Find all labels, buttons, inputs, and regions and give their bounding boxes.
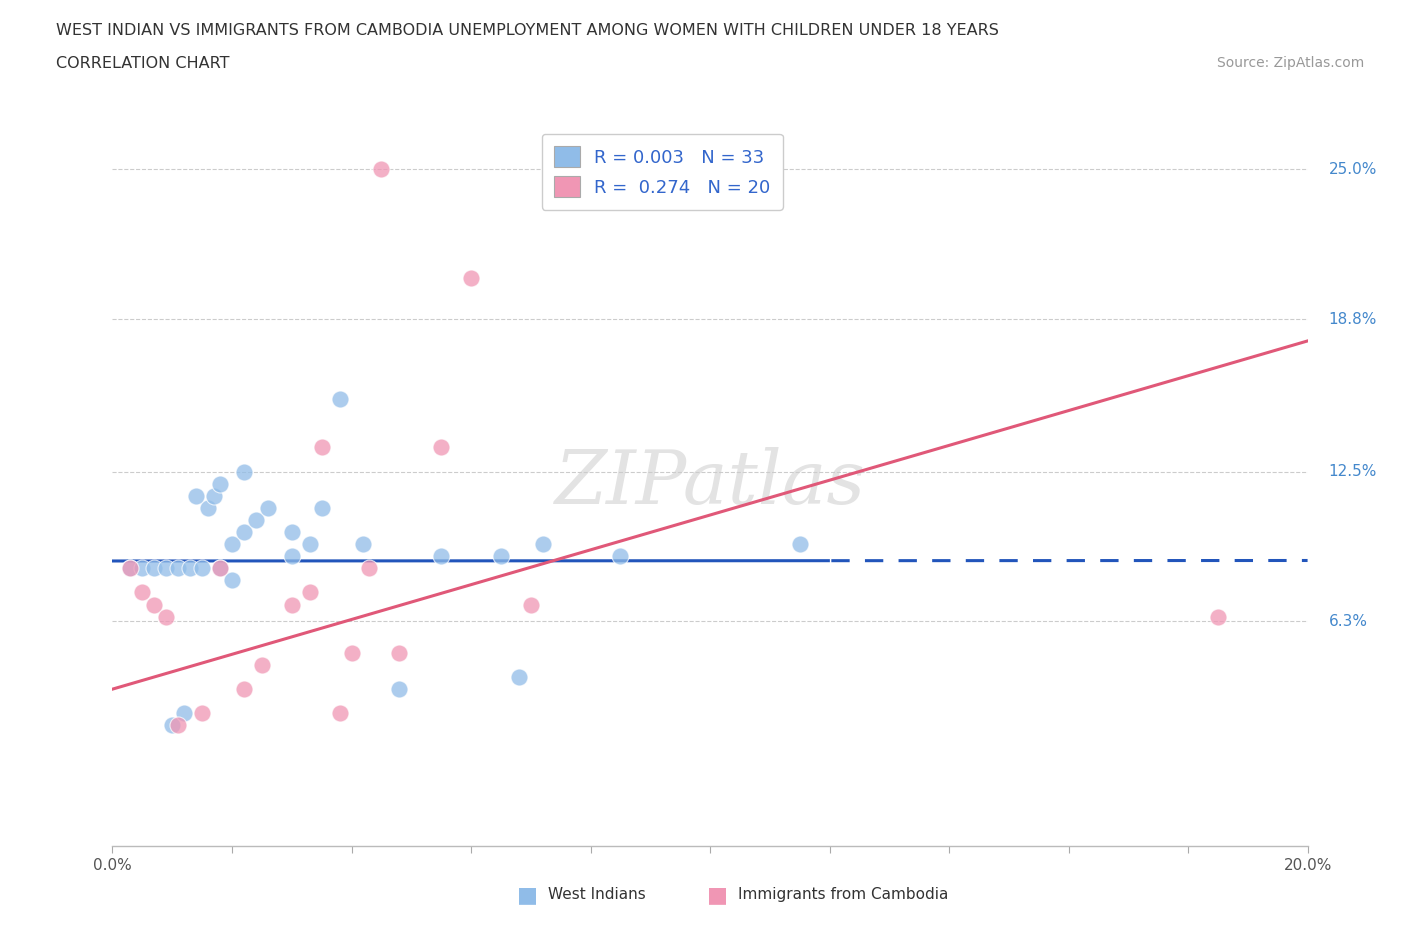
Point [531,537,554,551]
Point [281,597,304,612]
Point [155,609,177,624]
Point [370,162,392,177]
Point [311,440,333,455]
Point [311,500,333,515]
Text: ZIPatlas: ZIPatlas [554,447,866,520]
Point [208,476,231,491]
Point [167,561,190,576]
Text: 25.0%: 25.0% [1329,162,1376,177]
Point [233,682,256,697]
Point [131,585,153,600]
Point [359,561,381,576]
Point [1206,609,1229,624]
Point [789,537,811,551]
Legend: R = 0.003   N = 33, R =  0.274   N = 20: R = 0.003 N = 33, R = 0.274 N = 20 [541,134,783,209]
Point [257,500,280,515]
Point [221,573,243,588]
Point [388,682,411,697]
Point [340,645,363,660]
Point [298,537,321,551]
Point [281,549,304,564]
Point [208,561,231,576]
Point [131,561,153,576]
Point [352,537,374,551]
Point [179,561,201,576]
Point [298,585,321,600]
Text: 6.3%: 6.3% [1329,614,1368,629]
Point [233,525,256,539]
Point [162,718,183,733]
Point [328,706,352,721]
Text: 18.8%: 18.8% [1329,312,1376,326]
Point [430,440,453,455]
Point [328,392,352,406]
Point [245,512,267,527]
Point [388,645,411,660]
Point [120,561,142,576]
Point [233,464,256,479]
Point [202,488,225,503]
Point [197,500,219,515]
Point [143,597,166,612]
Point [281,525,304,539]
Point [520,597,543,612]
Point [508,670,530,684]
Point [191,561,214,576]
Text: West Indians: West Indians [548,887,647,902]
Point [143,561,166,576]
Text: CORRELATION CHART: CORRELATION CHART [56,56,229,71]
Point [609,549,631,564]
Text: ■: ■ [707,884,727,905]
Text: WEST INDIAN VS IMMIGRANTS FROM CAMBODIA UNEMPLOYMENT AMONG WOMEN WITH CHILDREN U: WEST INDIAN VS IMMIGRANTS FROM CAMBODIA … [56,23,1000,38]
Point [430,549,453,564]
Point [120,561,142,576]
Text: Immigrants from Cambodia: Immigrants from Cambodia [738,887,949,902]
Point [191,706,214,721]
Point [489,549,512,564]
Point [167,718,190,733]
Point [186,488,208,503]
Text: ■: ■ [517,884,537,905]
Point [250,658,273,672]
Text: Source: ZipAtlas.com: Source: ZipAtlas.com [1216,56,1364,70]
Point [208,561,231,576]
Point [221,537,243,551]
Point [460,271,482,286]
Text: 12.5%: 12.5% [1329,464,1376,479]
Point [173,706,195,721]
Point [155,561,177,576]
